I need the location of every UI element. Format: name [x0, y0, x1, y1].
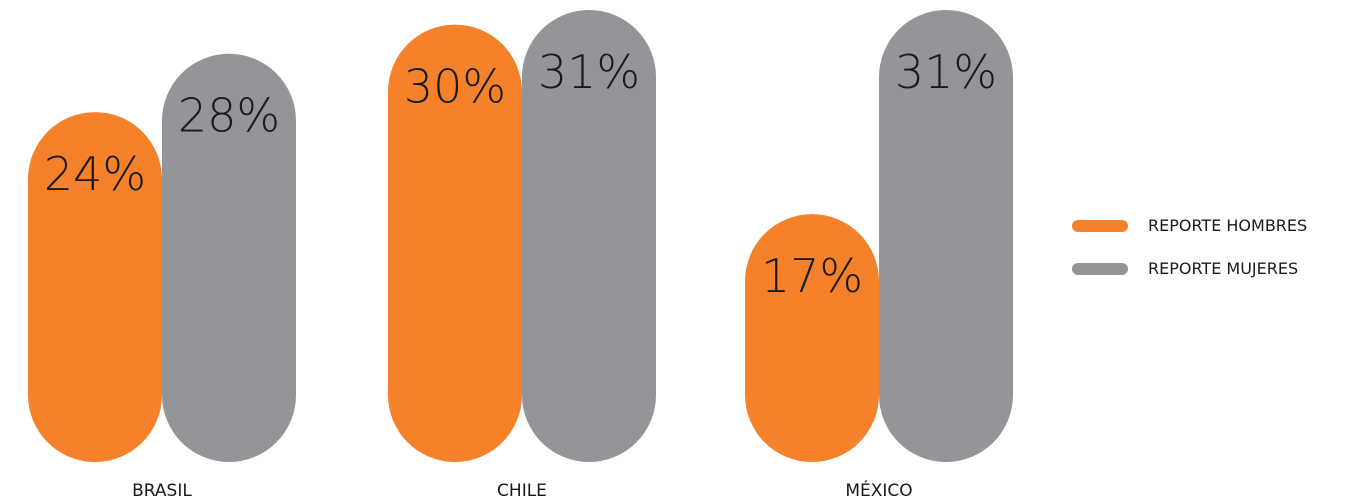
bar-hombres-1 — [388, 24, 522, 462]
bar-hombres-0 — [28, 112, 162, 462]
bar-mujeres-0 — [162, 53, 296, 462]
category-label-2: MÉXICO — [845, 479, 912, 501]
value-label-mujeres-2: 31% — [895, 45, 997, 99]
category-label-1: CHILE — [497, 481, 547, 501]
value-label-hombres-0: 24% — [44, 147, 146, 201]
legend-item-mujeres: REPORTE MUJERES — [1072, 255, 1362, 282]
bar-mujeres-2 — [879, 10, 1013, 462]
legend-item-hombres: REPORTE HOMBRES — [1072, 212, 1362, 239]
category-label-0: BRASIL — [132, 481, 192, 501]
legend-label-hombres: REPORTE HOMBRES — [1148, 216, 1308, 235]
value-label-hombres-2: 17% — [761, 249, 863, 303]
value-label-mujeres-1: 31% — [538, 45, 640, 99]
bar-mujeres-1 — [522, 10, 656, 462]
legend-swatch-mujeres — [1072, 262, 1128, 275]
value-label-hombres-1: 30% — [404, 60, 506, 114]
legend-label-mujeres: REPORTE MUJERES — [1148, 259, 1299, 278]
value-label-mujeres-0: 28% — [178, 89, 280, 143]
legend-swatch-hombres — [1072, 219, 1128, 232]
chart-legend: REPORTE HOMBRES REPORTE MUJERES — [1072, 212, 1362, 298]
bar-hombres-2 — [745, 214, 879, 462]
